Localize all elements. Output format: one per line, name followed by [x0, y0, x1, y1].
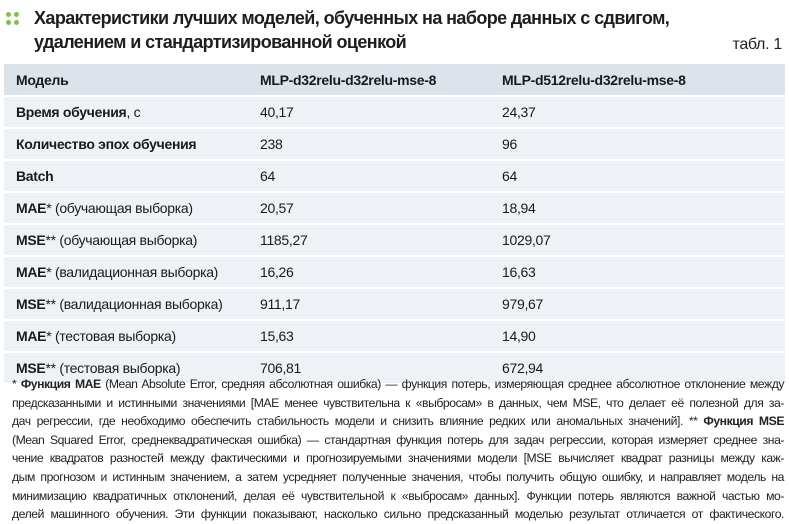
cell-model-1: 911,17	[248, 288, 490, 321]
header-model-1: MLP-d32relu-d32relu-mse-8	[248, 64, 490, 97]
cell-model-1: 238	[248, 128, 490, 161]
footnote-line: дым прогнозом и истинным значением, а за…	[12, 469, 784, 484]
footnote-line: * Функция MAE (Mean Absolute Error, сред…	[12, 375, 784, 394]
row-label: MAE* (обучающая выборка)	[4, 192, 248, 225]
row-label-bold: Время обучения	[16, 104, 127, 120]
bullet-dots-icon	[6, 12, 20, 26]
cell-model-1: 16,26	[248, 256, 490, 289]
row-label-rest: * (обучающая выборка)	[46, 200, 193, 216]
cell-model-2: 1029,07	[490, 224, 785, 257]
table-row: MAE* (валидационная выборка) 16,26 16,63	[4, 256, 785, 289]
model-comparison-table: Модель MLP-d32relu-d32relu-mse-8 MLP-d51…	[4, 64, 785, 385]
header-model: Модель	[4, 64, 248, 97]
row-label-rest: ** (валидационная выборка)	[45, 296, 223, 312]
table-row: MAE* (обучающая выборка) 20,57 18,94	[4, 192, 785, 225]
title-line-2: удалением и стандартизированной оценкой	[34, 32, 407, 52]
row-label: MAE* (тестовая выборка)	[4, 320, 248, 353]
cell-model-2: 64	[490, 160, 785, 193]
cell-model-2: 16,63	[490, 256, 785, 289]
footnote-mark: *	[12, 377, 21, 391]
footnote-line: чение квадратов разностей между фактичес…	[12, 451, 784, 466]
footnote-text: дач регрессии, где необходимо обеспечить…	[12, 414, 704, 429]
table-number: табл. 1	[732, 36, 782, 53]
cell-model-1: 706,81	[248, 352, 490, 385]
footnote-line: делей машинного обучения. Эти функции по…	[12, 507, 784, 522]
cell-model-1: 40,17	[248, 96, 490, 129]
row-label: MSE** (тестовая выборка)	[4, 352, 248, 385]
footnote-line: (Mean Squared Error, среднеквадратическа…	[12, 432, 784, 447]
row-label-bold: MAE	[16, 328, 47, 344]
row-label-bold: MSE	[16, 296, 46, 312]
row-label: MAE* (валидационная выборка)	[4, 256, 248, 289]
cell-model-2: 18,94	[490, 192, 785, 225]
table-header-row: Модель MLP-d32relu-d32relu-mse-8 MLP-d51…	[4, 64, 785, 97]
row-label-rest: ** (тестовая выборка)	[45, 360, 181, 376]
row-label: Batch	[4, 160, 248, 193]
table-row: MSE** (обучающая выборка) 1185,27 1029,0…	[4, 224, 785, 257]
row-label-rest: , с	[126, 104, 141, 120]
cell-model-2: 96	[490, 128, 785, 161]
cell-model-2: 979,67	[490, 288, 785, 321]
footnote: * Функция MAE (Mean Absolute Error, сред…	[12, 375, 784, 524]
row-label-rest: * (валидационная выборка)	[46, 264, 219, 280]
title-line-1: Характеристики лучших моделей, обученных…	[34, 8, 670, 28]
footnote-term-mse: Функция MSE	[703, 414, 784, 429]
footnote-line: дач регрессии, где необходимо обеспечить…	[12, 412, 784, 431]
row-label-rest: ** (обучающая выборка)	[45, 232, 198, 248]
row-label-bold: MSE	[16, 232, 46, 248]
table-row: Время обучения, с 40,17 24,37	[4, 96, 785, 129]
cell-model-2: 672,94	[490, 352, 785, 385]
row-label-bold: MAE	[16, 264, 47, 280]
header-model-2: MLP-d512relu-d32relu-mse-8	[490, 64, 785, 97]
footnote-line: минимизацию квадратичных отклонений, дел…	[12, 488, 784, 503]
table-row: Batch 64 64	[4, 160, 785, 193]
row-label-bold: Batch	[16, 168, 54, 184]
row-label: Количество эпох обучения	[4, 128, 248, 161]
row-label-bold: MAE	[16, 200, 47, 216]
table-row: MSE** (тестовая выборка) 706,81 672,94	[4, 352, 785, 385]
cell-model-1: 1185,27	[248, 224, 490, 257]
row-label: Время обучения, с	[4, 96, 248, 129]
table-title: Характеристики лучших моделей, обученных…	[34, 6, 734, 54]
row-label-bold: MSE	[16, 360, 46, 376]
cell-model-1: 64	[248, 160, 490, 193]
row-label: MSE** (валидационная выборка)	[4, 288, 248, 321]
row-label-bold: Количество эпох обучения	[16, 136, 197, 152]
footnote-line: предсказанными и истинными значениями [M…	[12, 395, 784, 410]
table-row: MSE** (валидационная выборка) 911,17 979…	[4, 288, 785, 321]
table-row: MAE* (тестовая выборка) 15,63 14,90	[4, 320, 785, 353]
footnote-term-mae: Функция MAE	[20, 377, 101, 391]
cell-model-2: 14,90	[490, 320, 785, 353]
table-row: Количество эпох обучения 238 96	[4, 128, 785, 161]
footnote-text: (Mean Absolute Error, средняя абсолютная…	[100, 377, 784, 391]
cell-model-1: 15,63	[248, 320, 490, 353]
row-label-rest: * (тестовая выборка)	[46, 328, 176, 344]
row-label: MSE** (обучающая выборка)	[4, 224, 248, 257]
cell-model-1: 20,57	[248, 192, 490, 225]
cell-model-2: 24,37	[490, 96, 785, 129]
